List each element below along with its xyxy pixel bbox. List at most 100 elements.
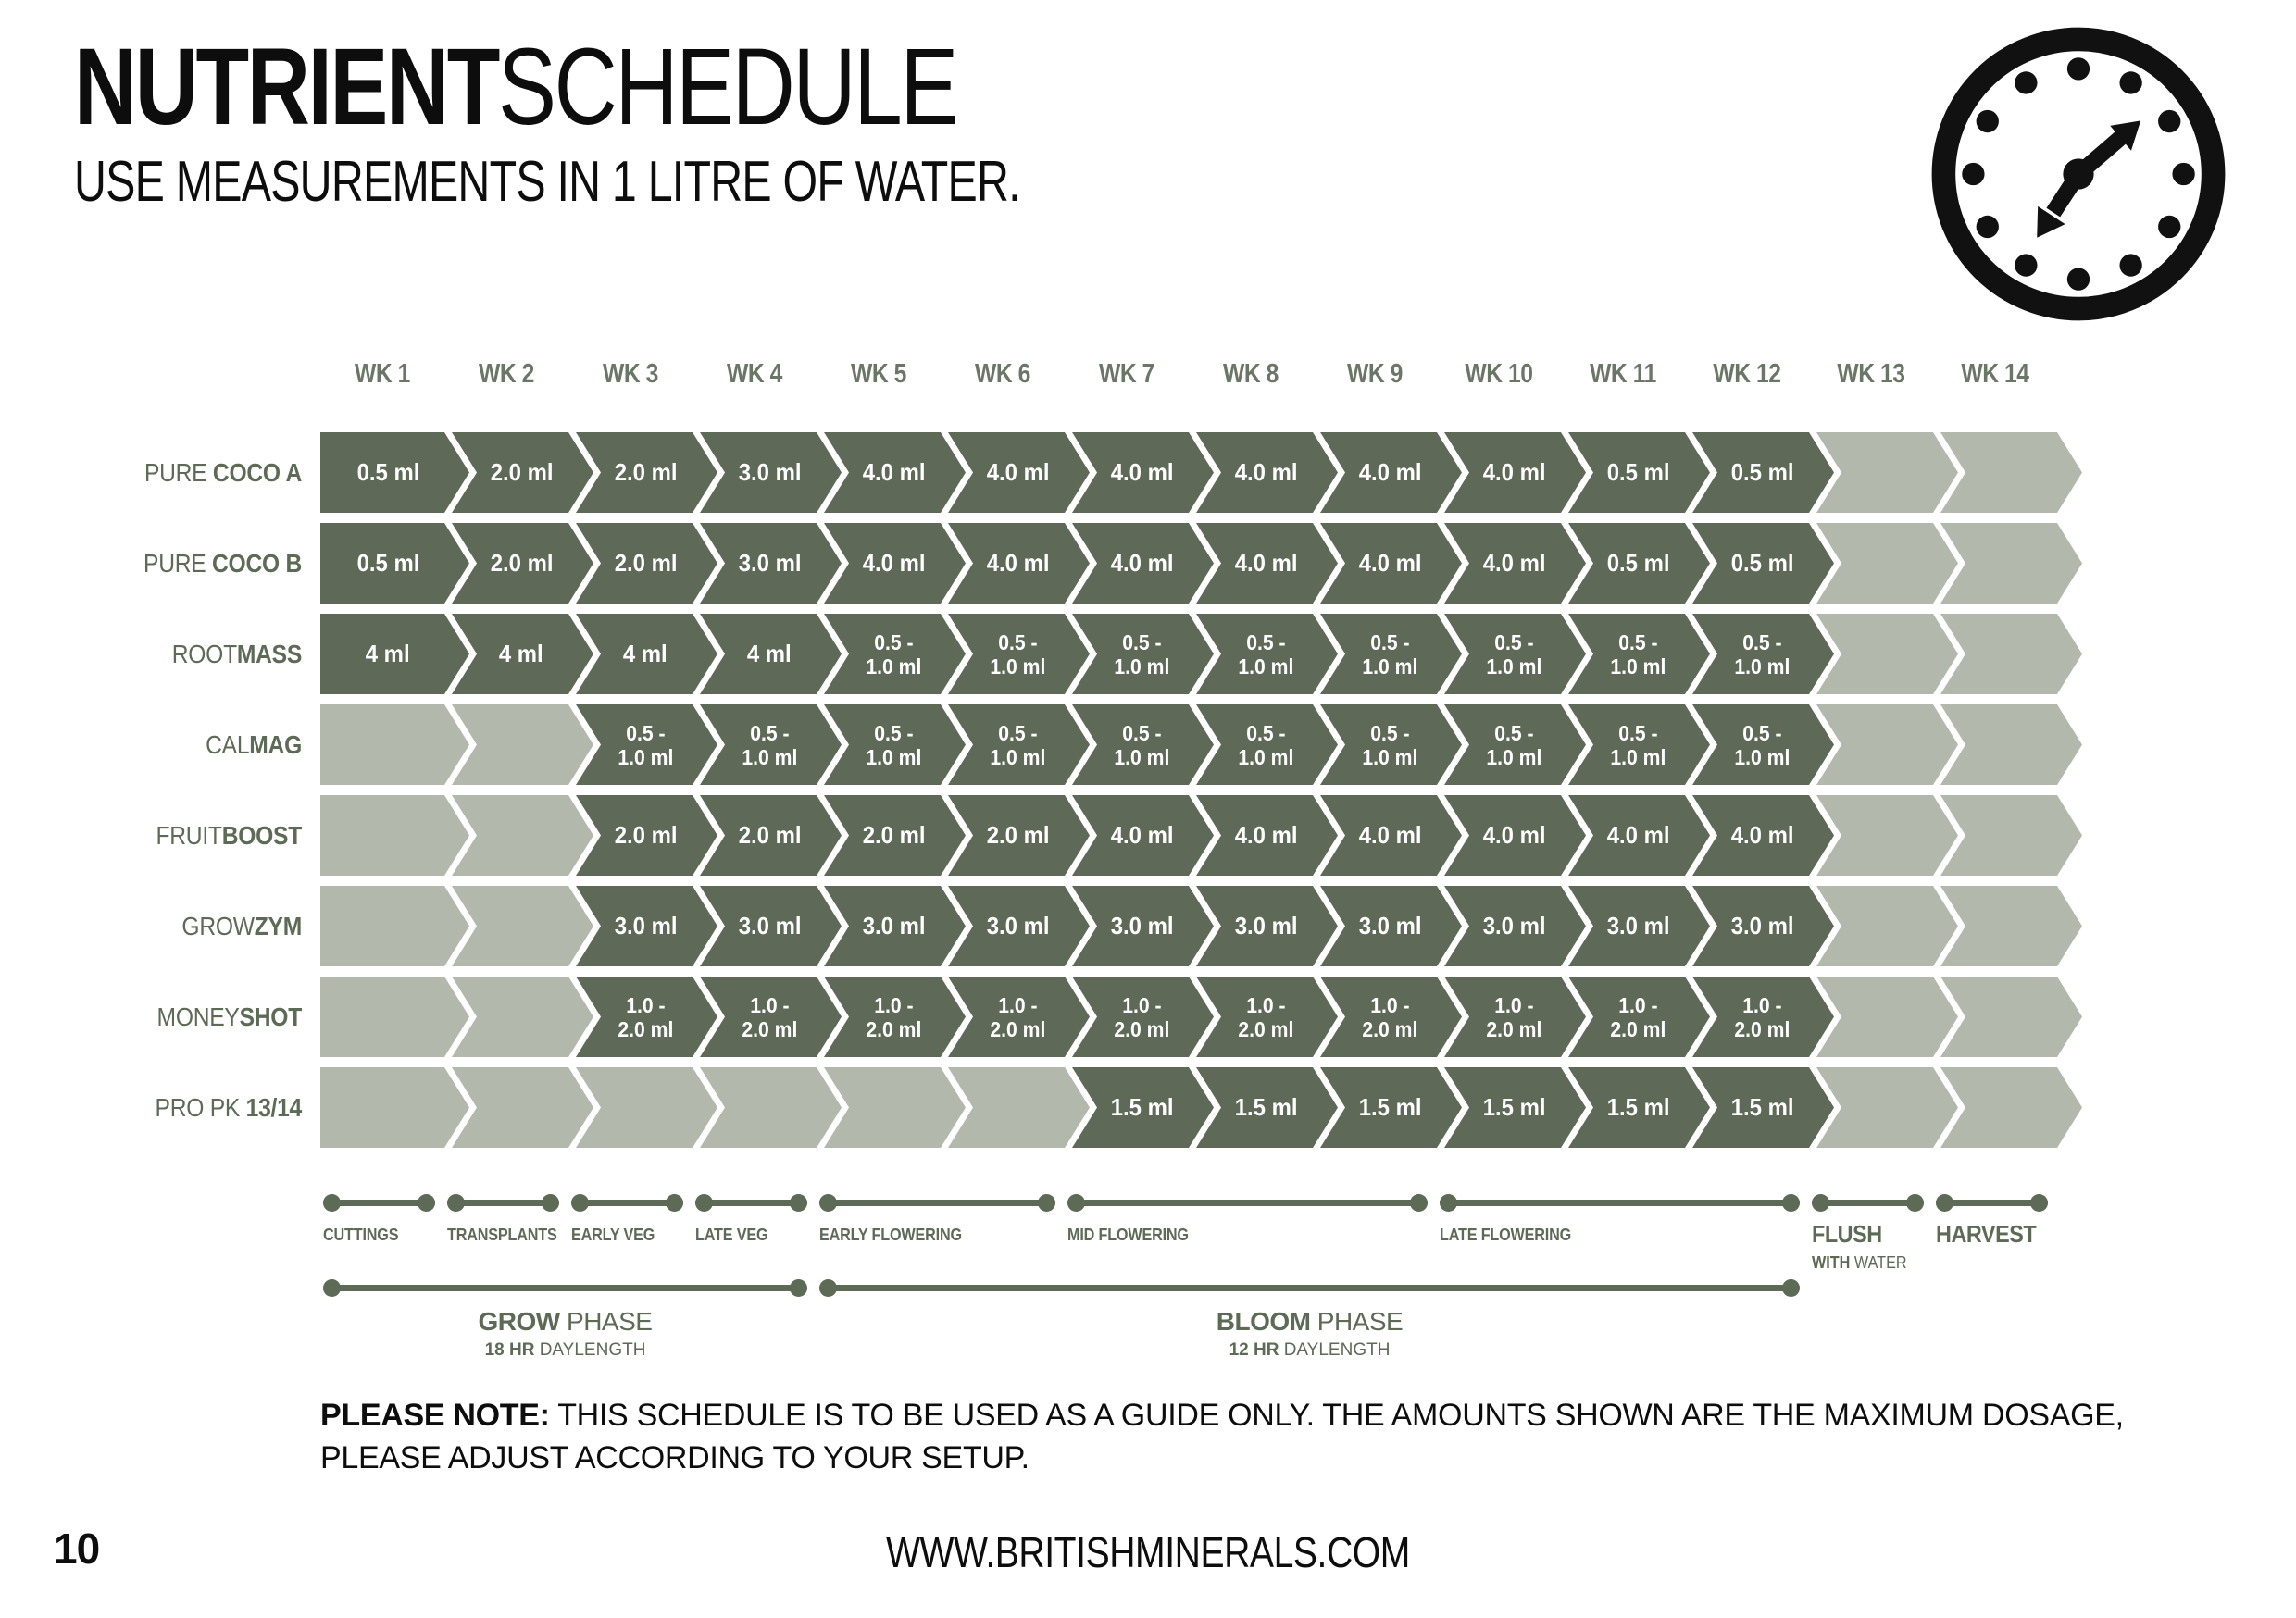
cell-value: 4.0 ml <box>1606 821 1670 849</box>
phase-sublabel-bold: 18 HR <box>484 1340 535 1360</box>
cell-value: 0.5 -1.0 ml <box>1362 629 1418 678</box>
week-header: WK 3 <box>603 359 658 389</box>
cell-value: 2.0 ml <box>490 458 554 486</box>
week-header: WK 5 <box>851 359 906 389</box>
cell-value: 3.0 ml <box>986 912 1050 940</box>
schedule-cell: 0.5 -1.0 ml <box>824 614 966 694</box>
cell-value: 1.0 -2.0 ml <box>1362 992 1418 1041</box>
cell-value: 1.0 -2.0 ml <box>990 992 1046 1041</box>
stage-label: EARLY FLOWERING <box>819 1226 962 1244</box>
product-label-regular: PRO PK <box>155 1092 246 1122</box>
cell-value: 4.0 ml <box>1110 821 1174 849</box>
product-label: ROOT MASS <box>36 614 303 694</box>
stage-dot <box>1410 1194 1428 1212</box>
stage-segment <box>447 1200 559 1206</box>
cell-value: 4.0 ml <box>1730 821 1794 849</box>
cell-value: 4 ml <box>623 640 668 667</box>
stage-segment <box>1440 1200 1800 1206</box>
cell-value: 2.0 ml <box>738 821 802 849</box>
schedule-cell: 1.0 -2.0 ml <box>1196 977 1338 1057</box>
cell-value: 3.0 ml <box>1606 912 1670 940</box>
week-header: WK 6 <box>975 359 1030 389</box>
schedule-cell <box>320 1067 469 1148</box>
product-label-regular: PURE <box>144 548 213 578</box>
schedule-cell <box>320 977 469 1057</box>
stage-dot <box>447 1194 465 1212</box>
cell-value: 1.0 -2.0 ml <box>866 992 922 1041</box>
cell-value: 1.5 ml <box>1482 1093 1546 1121</box>
cell-value: 0.5 ml <box>1606 458 1670 486</box>
product-label: PRO PK 13/14 <box>36 1067 303 1148</box>
stage-segment <box>1812 1200 1924 1206</box>
cell-value: 0.5 -1.0 ml <box>1734 720 1791 769</box>
week-header: WK 1 <box>355 359 410 389</box>
clock-icon <box>1931 27 2226 321</box>
cell-value: 0.5 -1.0 ml <box>618 720 674 769</box>
cell-value: 3.0 ml <box>738 912 802 940</box>
product-label-bold: ZYM <box>254 911 302 940</box>
note-label: PLEASE NOTE: <box>320 1398 550 1433</box>
stage-dot <box>695 1194 713 1212</box>
phase-segment <box>323 1285 807 1291</box>
cell-value: 4.0 ml <box>1482 549 1546 577</box>
cell-value: 3.0 ml <box>1110 912 1174 940</box>
cell-value: 2.0 ml <box>614 458 678 486</box>
cell-value: 2.0 ml <box>490 549 554 577</box>
week-header: WK 12 <box>1713 359 1781 389</box>
page-title-bold: NUTRIENT <box>74 26 500 148</box>
phase-dot <box>819 1279 837 1297</box>
stage-dot <box>542 1194 559 1212</box>
page-number: 10 <box>54 1525 100 1573</box>
cell-value: 3.0 ml <box>614 912 678 940</box>
phase-label-regular: PHASE <box>1310 1307 1404 1336</box>
product-label: GROW ZYM <box>36 886 302 966</box>
product-label: MONEY SHOT <box>36 977 303 1057</box>
week-header: WK 4 <box>727 359 782 389</box>
schedule-cell: 4.0 ml <box>1692 795 1834 876</box>
cell-value: 4.0 ml <box>1482 821 1546 849</box>
cell-value: 0.5 ml <box>1730 458 1794 486</box>
product-label-bold: 13/14 <box>245 1092 303 1122</box>
page-title-light: SCHEDULE <box>498 26 958 148</box>
phase-dot <box>1782 1279 1800 1297</box>
stage-dot <box>1067 1194 1085 1212</box>
phase-label: GROW PHASE <box>323 1307 807 1337</box>
schedule-cell: 0.5 -1.0 ml <box>948 614 1090 694</box>
schedule-cell: 0.5 -1.0 ml <box>948 704 1090 785</box>
stage-sublabel-regular: WATER <box>1850 1253 1907 1272</box>
cell-value: 0.5 -1.0 ml <box>1362 720 1418 769</box>
schedule-cell <box>320 886 469 966</box>
stage-dot <box>571 1194 589 1212</box>
cell-value: 4.0 ml <box>1110 549 1174 577</box>
cell-value: 1.0 -2.0 ml <box>1610 992 1666 1041</box>
page-title: NUTRIENTSCHEDULE <box>74 31 958 143</box>
cell-value: 0.5 -1.0 ml <box>990 629 1046 678</box>
cell-value: 1.5 ml <box>1234 1093 1298 1121</box>
cell-value: 4.0 ml <box>1358 549 1422 577</box>
cell-value: 2.0 ml <box>862 821 926 849</box>
website-url: WWW.BRITISHMINERALS.COM <box>886 1528 1410 1576</box>
stage-dot <box>1782 1194 1800 1212</box>
schedule-cell: 2.0 ml <box>576 795 718 876</box>
schedule-cell: 4 ml <box>320 614 469 694</box>
cell-value: 1.0 -2.0 ml <box>1238 992 1294 1041</box>
stage-label: CUTTINGS <box>323 1226 399 1244</box>
schedule-cell: 0.5 -1.0 ml <box>1320 614 1462 694</box>
cell-value: 0.5 ml <box>356 549 420 577</box>
cell-value: 4.0 ml <box>862 458 926 486</box>
week-header: WK 14 <box>1961 359 2029 389</box>
schedule-cell <box>320 704 469 785</box>
schedule-cell: 0.5 ml <box>320 432 469 513</box>
stage-dot <box>323 1194 341 1212</box>
cell-value: 0.5 ml <box>1730 549 1794 577</box>
product-label: CAL MAG <box>36 704 302 785</box>
stage-label: FLUSH <box>1812 1220 1882 1248</box>
cell-value: 4.0 ml <box>862 549 926 577</box>
cell-value: 3.0 ml <box>738 549 802 577</box>
product-label-bold: MAG <box>249 729 302 759</box>
schedule-cell: 1.5 ml <box>1072 1067 1214 1148</box>
cell-value: 4.0 ml <box>1482 458 1546 486</box>
cell-value: 4.0 ml <box>986 549 1050 577</box>
cell-value: 2.0 ml <box>614 821 678 849</box>
note: PLEASE NOTE: THIS SCHEDULE IS TO BE USED… <box>320 1394 2163 1479</box>
